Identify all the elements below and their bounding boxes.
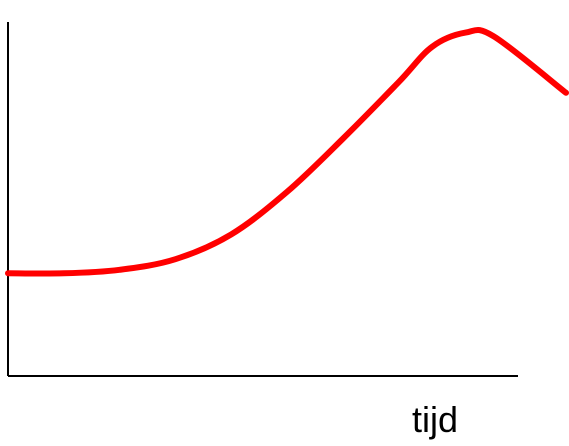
x-axis-label: tijd	[412, 399, 458, 440]
series-layer	[8, 30, 566, 274]
series-line-0	[8, 30, 566, 274]
